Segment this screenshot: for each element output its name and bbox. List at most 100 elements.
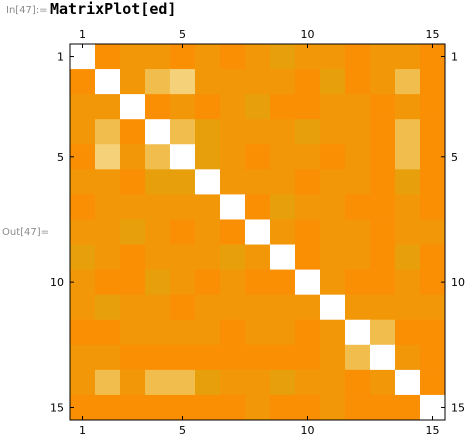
- matrix-cell: [220, 244, 246, 271]
- matrix-cell: [95, 269, 121, 296]
- matrix-cell: [170, 94, 196, 120]
- matrix-cell: [245, 119, 271, 145]
- matrix-cell: [420, 169, 446, 195]
- matrix-cell: [395, 269, 421, 296]
- matrix-cell: [195, 294, 221, 321]
- matrix-cell: [70, 219, 96, 246]
- matrix-cell: [195, 69, 221, 95]
- matrix-cell: [245, 169, 271, 195]
- matrix-cell: [245, 294, 271, 321]
- matrix-cell: [245, 44, 271, 70]
- matrix-cell: [395, 369, 421, 396]
- matrix-cell: [195, 344, 221, 371]
- matrix-cell: [220, 369, 246, 396]
- matrix-cell: [220, 144, 246, 170]
- matrix-cell: [370, 369, 396, 396]
- matrix-cell: [320, 119, 346, 145]
- matrix-cell: [170, 144, 196, 170]
- matrix-cell: [70, 119, 96, 145]
- matrix-cell: [195, 44, 221, 70]
- matrix-cell: [120, 194, 146, 220]
- matrix-cell: [120, 319, 146, 346]
- matrix-cell: [220, 169, 246, 195]
- matrix-cell: [170, 294, 196, 321]
- matrix-cell: [395, 44, 421, 70]
- matrix-cell: [95, 244, 121, 271]
- y-tick-label-right: 10: [451, 276, 465, 289]
- matrix-cell: [395, 119, 421, 145]
- x-tick-label-top: 10: [301, 28, 315, 41]
- matrix-cell: [220, 44, 246, 70]
- matrix-cell: [370, 319, 396, 346]
- y-tick-label-left: 1: [57, 51, 64, 64]
- matrix-cell: [170, 244, 196, 271]
- matrix-cell: [395, 144, 421, 170]
- matrix-cell: [120, 344, 146, 371]
- matrix-cell: [220, 194, 246, 220]
- matrix-cell: [145, 94, 171, 120]
- matrix-cell: [345, 319, 371, 346]
- matrix-cell: [220, 294, 246, 321]
- matrix-cell: [170, 344, 196, 371]
- matrix-cell: [70, 144, 96, 170]
- matrix-cell: [145, 119, 171, 145]
- matrix-cell: [345, 69, 371, 95]
- matrix-cell: [195, 169, 221, 195]
- matrix-cell: [145, 144, 171, 170]
- matrix-cell: [320, 194, 346, 220]
- matrix-cell: [95, 69, 121, 95]
- matrix-cell: [320, 269, 346, 296]
- matrix-cell: [95, 169, 121, 195]
- matrix-cell: [295, 194, 321, 220]
- matrix-cell: [95, 194, 121, 220]
- matrix-cell: [120, 144, 146, 170]
- matrix-cell: [170, 219, 196, 246]
- plot-frame: [69, 43, 446, 421]
- x-tick-label-bottom: 10: [301, 424, 315, 437]
- matrix-cell: [120, 44, 146, 70]
- matrix-cell: [420, 319, 446, 346]
- matrix-cell: [95, 319, 121, 346]
- y-tick-label-right: 1: [451, 51, 458, 64]
- matrix-cell: [395, 319, 421, 346]
- matrix-cell: [195, 194, 221, 220]
- matrix-cell: [345, 219, 371, 246]
- matrix-cell: [170, 44, 196, 70]
- matrix-cell: [345, 369, 371, 396]
- y-tick-label-left: 15: [50, 401, 64, 414]
- matrix-cell: [270, 194, 296, 220]
- matrix-cell: [345, 244, 371, 271]
- x-tick-label-top: 1: [79, 28, 86, 41]
- matrix-cell: [370, 144, 396, 170]
- matrix-cell: [70, 319, 96, 346]
- matrix-cell: [195, 219, 221, 246]
- matrix-cell: [295, 119, 321, 145]
- matrix-cell: [70, 194, 96, 220]
- matrix-cell: [170, 319, 196, 346]
- matrix-cell: [145, 269, 171, 296]
- matrix-cell: [145, 369, 171, 396]
- matrix-cell: [220, 219, 246, 246]
- matrix-cell: [345, 344, 371, 371]
- matrix-cell: [420, 69, 446, 95]
- matrix-cell: [145, 69, 171, 95]
- matrix-cell: [295, 44, 321, 70]
- matrix-cell: [345, 394, 371, 421]
- matrix-cell: [220, 119, 246, 145]
- matrix-cell: [120, 169, 146, 195]
- matrix-cell: [345, 44, 371, 70]
- x-tick-label-bottom: 5: [179, 424, 186, 437]
- matrix-cell: [70, 269, 96, 296]
- matrix-cell: [370, 344, 396, 371]
- matrix-cell: [95, 44, 121, 70]
- matrix-cell: [70, 369, 96, 396]
- matrix-cell: [320, 319, 346, 346]
- y-tick-label-left: 5: [57, 151, 64, 164]
- y-tick-label-right: 5: [451, 151, 458, 164]
- matrix-cell: [120, 69, 146, 95]
- matrix-cell: [170, 69, 196, 95]
- input-code[interactable]: MatrixPlot[ed]: [50, 0, 177, 18]
- matrix-cell: [95, 369, 121, 396]
- x-tick-label-bottom: 1: [79, 424, 86, 437]
